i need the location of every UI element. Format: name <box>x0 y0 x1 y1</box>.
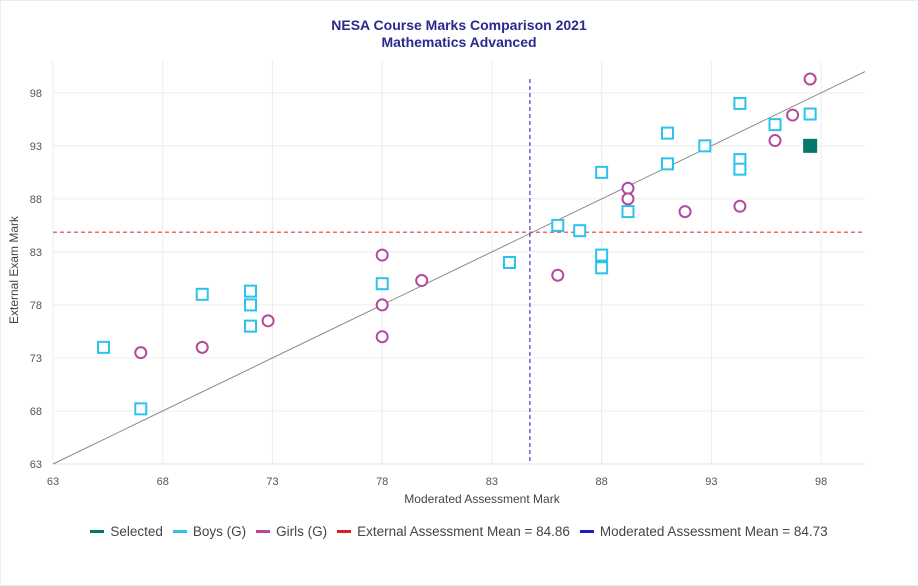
girl-point <box>551 268 565 282</box>
x-axis-label: Moderated Assessment Mark <box>404 492 560 506</box>
data-points <box>96 72 818 416</box>
girl-point <box>621 192 635 206</box>
boy-point <box>660 157 674 171</box>
girl-point <box>261 314 275 328</box>
boy-point <box>733 162 747 176</box>
boy-point <box>595 261 609 275</box>
y-tick-label: 68 <box>30 406 42 418</box>
selected-point <box>803 138 818 153</box>
boy-point <box>768 118 782 132</box>
axes: 63 68 73 78 83 88 93 98 63 68 73 78 83 88 93 98 <box>30 88 865 488</box>
boy-point <box>551 218 565 232</box>
legend-item-selected[interactable]: Selected <box>90 524 163 539</box>
y-tick-label: 73 <box>30 353 42 365</box>
girl-point <box>733 199 747 213</box>
legend-swatch <box>256 530 271 533</box>
legend-swatch <box>172 530 187 533</box>
x-tick-label: 83 <box>486 476 498 488</box>
boy-point <box>195 287 209 301</box>
boy-point <box>595 248 609 262</box>
y-tick-label: 88 <box>30 194 42 206</box>
grid-lines <box>52 61 865 465</box>
girl-point <box>375 248 389 262</box>
girl-point <box>768 134 782 148</box>
x-tick-label: 98 <box>815 476 827 488</box>
boy-point <box>621 205 635 219</box>
girl-point <box>786 108 800 122</box>
x-tick-label: 78 <box>376 476 388 488</box>
x-tick-label: 63 <box>47 476 59 488</box>
boy-point <box>244 319 258 333</box>
y-tick-label: 63 <box>30 459 42 471</box>
boy-point <box>96 340 110 354</box>
girl-point <box>195 340 209 354</box>
boy-point <box>244 284 258 298</box>
boy-point <box>660 126 674 140</box>
legend-swatch <box>90 530 105 533</box>
boy-point <box>733 96 747 110</box>
legend-label: Girls (G) <box>276 524 328 539</box>
legend-label: External Assessment Mean = 84.86 <box>357 524 570 539</box>
chart-title: NESA Course Marks Comparison 2021 <box>331 17 587 33</box>
legend-label: Selected <box>110 524 163 539</box>
girl-point <box>803 72 817 86</box>
boy-point <box>573 224 587 238</box>
legend-swatch <box>337 530 352 533</box>
boy-point <box>803 107 817 121</box>
boy-point <box>244 298 258 312</box>
reference-lines <box>52 71 866 465</box>
boy-point <box>134 402 148 416</box>
legend-item-moderated-mean[interactable]: Moderated Assessment Mean = 84.73 <box>579 524 828 539</box>
chart-subtitle: Mathematics Advanced <box>381 34 537 50</box>
boy-point <box>375 277 389 291</box>
girl-point <box>375 298 389 312</box>
legend-item-external-mean[interactable]: External Assessment Mean = 84.86 <box>337 524 570 539</box>
x-tick-label: 88 <box>596 476 608 488</box>
girl-point <box>678 205 692 219</box>
boy-point <box>502 256 516 269</box>
diagonal-line <box>52 71 866 465</box>
y-tick-label: 93 <box>30 141 42 153</box>
y-axis-label: External Exam Mark <box>7 215 21 324</box>
legend: Selected Boys (G) Girls (G) External Ass… <box>0 524 918 539</box>
x-tick-label: 73 <box>266 476 278 488</box>
girl-point <box>621 181 635 195</box>
legend-label: Moderated Assessment Mean = 84.73 <box>599 524 828 539</box>
legend-swatch <box>579 530 594 533</box>
axis-labels: Moderated Assessment Mark External Exam … <box>7 215 561 506</box>
x-tick-label: 68 <box>157 476 169 488</box>
y-tick-label: 83 <box>30 247 42 259</box>
girl-point <box>415 274 429 288</box>
x-tick-label: 93 <box>705 476 717 488</box>
legend-item-girls[interactable]: Girls (G) <box>256 524 327 539</box>
boy-point <box>595 165 609 179</box>
legend-label: Boys (G) <box>192 524 247 539</box>
boy-point <box>698 139 712 153</box>
legend-item-boys[interactable]: Boys (G) <box>172 524 247 539</box>
y-tick-label: 78 <box>30 300 42 312</box>
girl-point <box>134 346 148 360</box>
y-tick-label: 98 <box>30 88 42 100</box>
girl-point <box>375 330 389 344</box>
